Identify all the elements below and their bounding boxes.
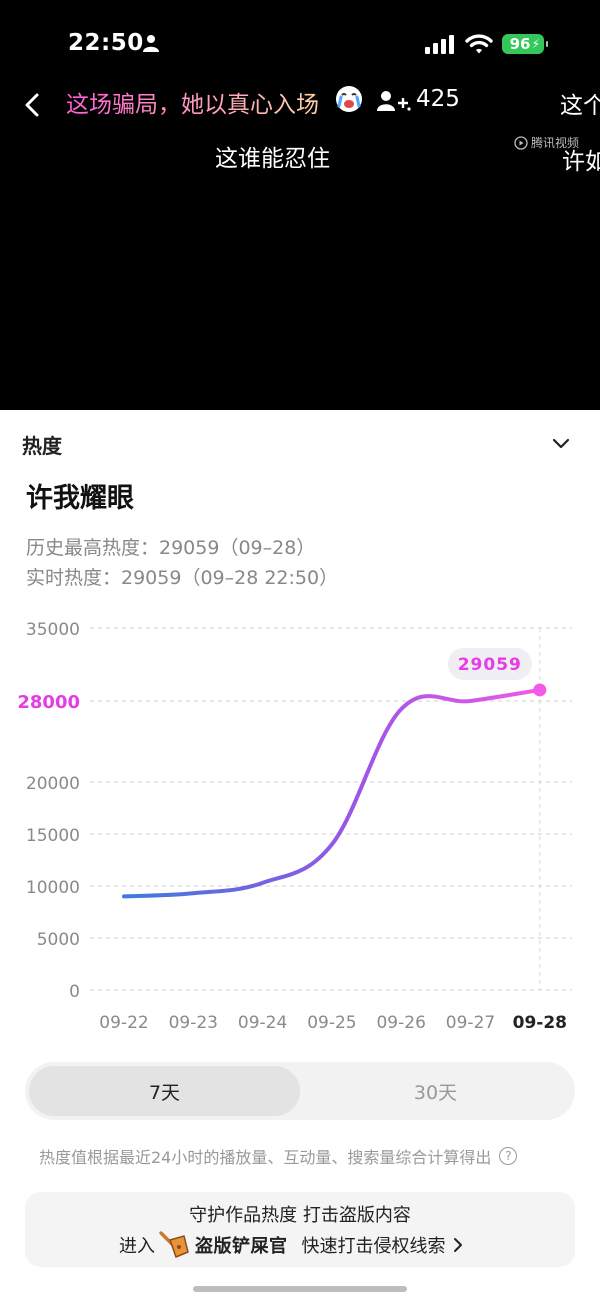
status-time: 22:50 [68,30,144,56]
tab-30-days[interactable]: 30天 [413,1081,458,1104]
panel-header: 热度 [22,434,62,458]
shovel-icon [159,1231,189,1258]
range-tabs: 7天 30天 [25,1062,575,1120]
promo-enter: 进入 [119,1236,155,1257]
crying-emoji-icon [336,86,362,112]
footnote-text: 热度值根据最近24小时的播放量、互动量、搜索量综合计算得出 [39,1148,492,1167]
anti-piracy-banner[interactable]: 守护作品热度 打击盗版内容 进入 盗版铲屎官 快速打击侵权线索 [25,1192,575,1267]
promo-action-line[interactable]: 进入 盗版铲屎官 快速打击侵权线索 [119,1230,464,1260]
back-arrow-icon[interactable] [20,92,46,118]
y-tick-label: 35000 [26,620,80,640]
y-tick-label: 10000 [26,878,80,898]
wifi-icon [465,34,493,54]
platform-watermark: 腾讯视频 [514,134,579,151]
heat-footnote: 热度值根据最近24小时的播放量、互动量、搜索量综合计算得出 ? [39,1144,518,1168]
peak-point [533,683,547,697]
chevron-right-icon [453,1238,462,1252]
show-title: 许我耀眼 [26,483,134,514]
help-icon[interactable]: ? [499,1147,518,1165]
promo-headline: 守护作品热度 打击盗版内容 [189,1205,411,1226]
charging-icon: ⚡ [531,37,540,51]
battery-level: 96 [509,35,531,53]
history-high-heat: 历史最高热度：29059（09–28） [26,537,316,559]
home-indicator [193,1286,407,1292]
tab-7-days[interactable]: 7天 [29,1066,300,1116]
viewers-count: 425 [416,86,460,112]
viewers-icon [377,91,411,111]
video-area: 这场骗局，她以真心入场 425 这个 这谁能忍住 腾讯视频 许如 [0,80,600,410]
y-tick-label: 5000 [37,930,80,950]
x-tick-label: 09-24 [238,1013,287,1033]
chevron-down-icon[interactable] [550,432,572,454]
danmaku-text: 许如 [562,149,600,175]
x-tick-label: 09-26 [376,1013,425,1033]
x-tick-label: 09-25 [307,1013,356,1033]
peak-label: 29059 [458,655,522,675]
heat-series-line [122,687,542,899]
x-tick-label: 09-27 [446,1013,495,1033]
heat-chart: 35000 28000 20000 15000 10000 5000 0 29059 09-22… [17,620,572,1033]
y-tick-label: 28000 [17,692,80,713]
status-bar: 22:50 96 ⚡ [0,0,600,80]
cellular-signal-icon [425,35,454,54]
play-logo-icon [514,135,528,150]
peak-label-bubble [447,647,532,680]
person-icon [143,35,159,52]
x-tick-label: 09-22 [99,1013,148,1033]
watermark-text: 腾讯视频 [531,136,580,150]
x-tick-label: 09-23 [169,1013,218,1033]
heat-panel: 热度 许我耀眼 历史最高热度：29059（09–28） 实时热度：29059（0… [0,410,600,1303]
danmaku-text: 这个 [560,93,600,119]
video-title: 这场骗局，她以真心入场 [66,85,319,119]
promo-brand: 盗版铲屎官 [195,1236,288,1257]
battery-indicator: 96 ⚡ [502,34,548,54]
danmaku-text: 这谁能忍住 [215,146,330,172]
y-tick-label: 0 [69,982,80,1002]
realtime-heat: 实时热度：29059（09–28 22:50） [26,567,339,589]
y-tick-label: 15000 [26,826,80,846]
promo-action: 快速打击侵权线索 [301,1236,446,1257]
x-tick-label: 09-28 [513,1013,567,1033]
y-tick-label: 20000 [26,774,80,794]
